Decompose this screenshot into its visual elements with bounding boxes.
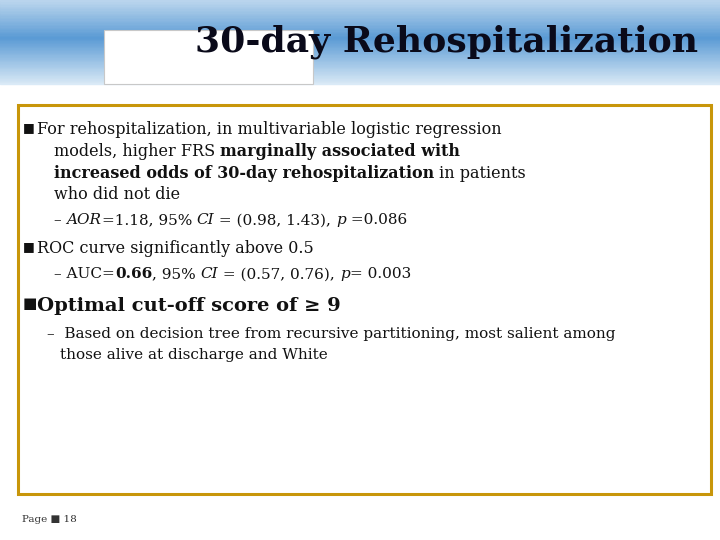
Bar bbox=[0, 67, 720, 69]
Bar bbox=[0, 26, 720, 28]
Text: ■: ■ bbox=[23, 297, 37, 311]
Bar bbox=[0, 77, 720, 78]
Bar bbox=[104, 30, 313, 84]
Bar bbox=[0, 42, 720, 43]
Bar bbox=[0, 7, 720, 8]
Bar bbox=[0, 24, 720, 25]
Bar bbox=[0, 25, 720, 26]
Bar bbox=[0, 43, 720, 45]
Bar bbox=[0, 64, 720, 65]
Text: CI: CI bbox=[197, 213, 215, 227]
Bar bbox=[0, 8, 720, 10]
Bar bbox=[0, 72, 720, 74]
Bar bbox=[0, 78, 720, 79]
Text: ■: ■ bbox=[23, 122, 35, 134]
Text: Optimal cut-off score of ≥ 9: Optimal cut-off score of ≥ 9 bbox=[37, 297, 341, 315]
Bar bbox=[0, 2, 720, 3]
Bar bbox=[0, 46, 720, 48]
Bar bbox=[0, 74, 720, 76]
Bar bbox=[0, 19, 720, 21]
Bar bbox=[0, 79, 720, 81]
Bar bbox=[0, 69, 720, 70]
Bar bbox=[0, 70, 720, 71]
Bar bbox=[0, 21, 720, 22]
Bar bbox=[0, 40, 720, 42]
Bar bbox=[0, 57, 720, 59]
Bar bbox=[0, 62, 720, 63]
Text: models, higher FRS: models, higher FRS bbox=[54, 143, 220, 160]
Bar bbox=[0, 49, 720, 50]
Bar bbox=[0, 65, 720, 67]
Bar bbox=[0, 35, 720, 36]
Text: marginally associated with: marginally associated with bbox=[220, 143, 460, 160]
Text: For rehospitalization, in multivariable logistic regression: For rehospitalization, in multivariable … bbox=[37, 122, 502, 138]
Text: who did not die: who did not die bbox=[54, 186, 180, 203]
Bar bbox=[0, 4, 720, 5]
Bar bbox=[0, 33, 720, 35]
Bar bbox=[0, 14, 720, 15]
Bar bbox=[0, 10, 720, 11]
Text: in patients: in patients bbox=[434, 165, 526, 181]
Bar bbox=[0, 39, 720, 40]
Bar bbox=[18, 105, 711, 494]
Text: AOR: AOR bbox=[66, 213, 102, 227]
Bar bbox=[0, 52, 720, 53]
Bar bbox=[0, 75, 720, 77]
Bar bbox=[0, 32, 720, 33]
Text: increased odds of 30-day rehospitalization: increased odds of 30-day rehospitalizati… bbox=[54, 165, 434, 181]
Text: –  Based on decision tree from recursive partitioning, most salient among: – Based on decision tree from recursive … bbox=[47, 327, 616, 341]
Bar bbox=[0, 0, 720, 2]
Text: ■: ■ bbox=[23, 240, 35, 253]
Text: 0.66: 0.66 bbox=[114, 267, 152, 281]
Text: 30-day Rehospitalization: 30-day Rehospitalization bbox=[195, 25, 698, 59]
Bar bbox=[0, 58, 720, 60]
Bar bbox=[0, 63, 720, 64]
Bar bbox=[0, 81, 720, 82]
Bar bbox=[0, 71, 720, 72]
Text: p: p bbox=[336, 213, 346, 227]
Text: = (0.98, 1.43),: = (0.98, 1.43), bbox=[215, 213, 336, 227]
Text: CI: CI bbox=[201, 267, 218, 281]
Bar bbox=[0, 55, 720, 56]
Bar bbox=[0, 45, 720, 46]
Text: , 95%: , 95% bbox=[152, 267, 201, 281]
Text: =1.18, 95%: =1.18, 95% bbox=[102, 213, 197, 227]
Bar bbox=[0, 50, 720, 52]
Bar bbox=[0, 31, 720, 32]
Bar bbox=[0, 48, 720, 49]
Text: those alive at discharge and White: those alive at discharge and White bbox=[60, 348, 328, 362]
Bar bbox=[0, 18, 720, 19]
Bar bbox=[0, 17, 720, 18]
Text: p: p bbox=[340, 267, 350, 281]
Bar bbox=[0, 56, 720, 57]
Bar bbox=[0, 29, 720, 31]
Bar bbox=[0, 84, 720, 540]
Text: Page ■ 18: Page ■ 18 bbox=[22, 515, 76, 524]
Text: – AUC=: – AUC= bbox=[54, 267, 114, 281]
Text: = 0.003: = 0.003 bbox=[350, 267, 411, 281]
Bar bbox=[0, 53, 720, 55]
Bar bbox=[0, 60, 720, 62]
Bar bbox=[0, 36, 720, 38]
Bar bbox=[0, 38, 720, 39]
Bar bbox=[0, 82, 720, 84]
Bar bbox=[0, 5, 720, 7]
Bar bbox=[0, 3, 720, 4]
Text: ROC curve significantly above 0.5: ROC curve significantly above 0.5 bbox=[37, 240, 314, 257]
Bar bbox=[0, 11, 720, 12]
Bar bbox=[0, 28, 720, 29]
Text: = (0.57, 0.76),: = (0.57, 0.76), bbox=[218, 267, 340, 281]
Text: =0.086: =0.086 bbox=[346, 213, 407, 227]
Bar bbox=[0, 15, 720, 17]
Bar bbox=[0, 22, 720, 24]
Text: –: – bbox=[54, 213, 66, 227]
Bar bbox=[0, 12, 720, 14]
